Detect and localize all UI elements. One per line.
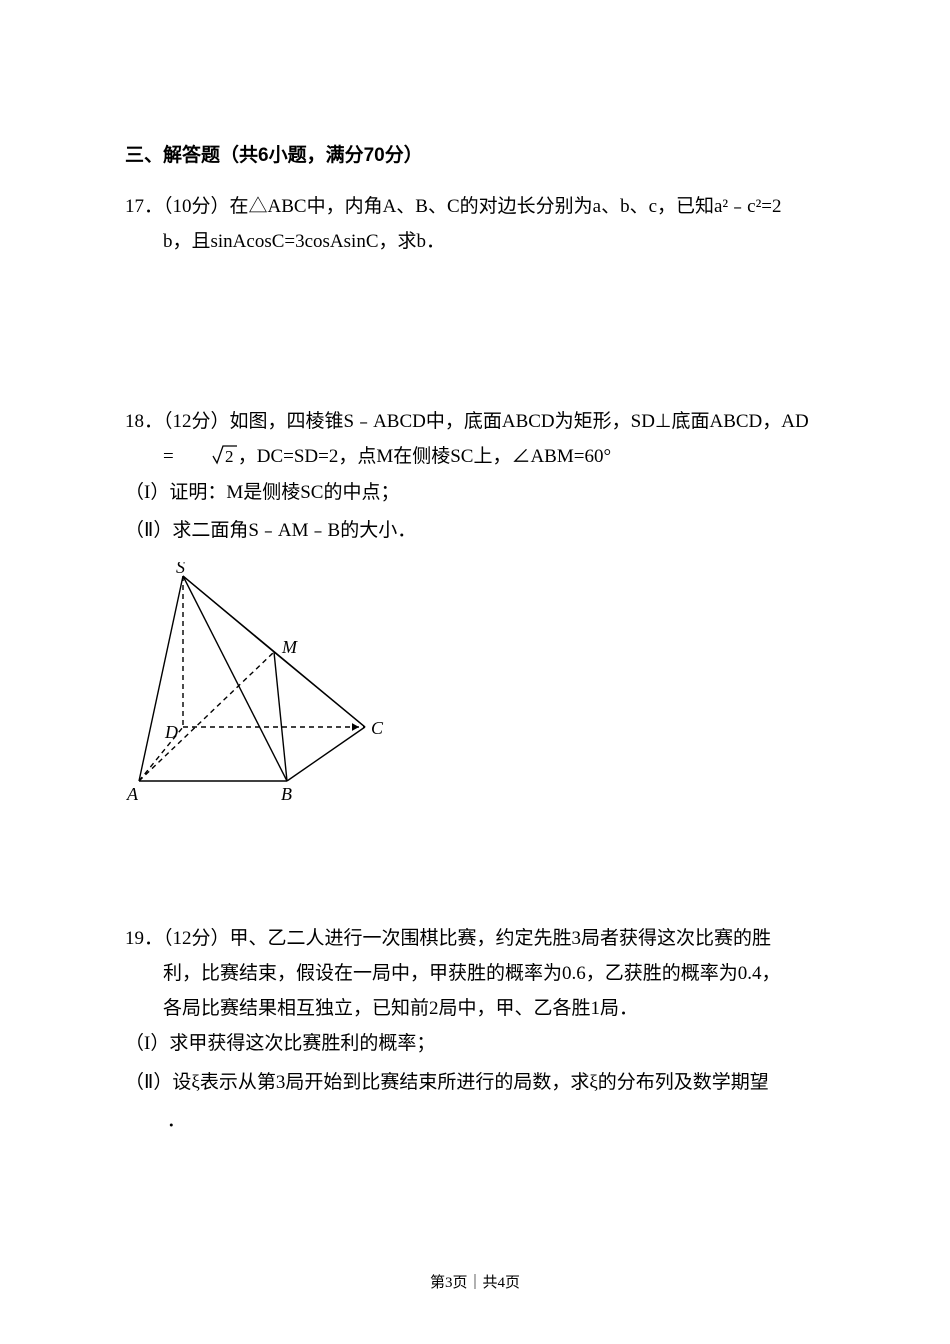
- problem-18-line2-suffix: ，DC=SD=2，点M在侧棱SC上，∠ABM=60°: [238, 446, 611, 467]
- diagram-label-a: A: [126, 784, 139, 804]
- problem-19-part2: （Ⅱ）设ξ表示从第3局开始到比赛结束所进行的局数，求ξ的分布列及数学期望: [125, 1065, 825, 1100]
- diagram-label-c: C: [371, 718, 384, 738]
- problem-19-line3: 各局比赛结果相互独立，已知前2局中，甲、乙各胜1局．: [125, 991, 825, 1026]
- problem-18-line2-prefix: =: [163, 446, 174, 467]
- problem-18-part1: （I）证明：M是侧棱SC的中点；: [125, 475, 825, 510]
- problem-18-part2: （Ⅱ）求二面角S﹣AM﹣B的大小．: [125, 513, 825, 548]
- section-title: 三、解答题（共6小题，满分70分）: [125, 140, 825, 167]
- diagram-label-b: B: [281, 784, 292, 804]
- diagram-label-d: D: [164, 722, 178, 742]
- problem-18-line1: 18．（12分）如图，四棱锥S﹣ABCD中，底面ABCD为矩形，SD⊥底面ABC…: [125, 404, 825, 439]
- pyramid-diagram: A B C D S M: [125, 562, 825, 819]
- problem-19-part2-end: ．: [125, 1103, 825, 1138]
- problem-18: 18．（12分）如图，四棱锥S﹣ABCD中，底面ABCD为矩形，SD⊥底面ABC…: [125, 404, 825, 819]
- problem-19: 19．（12分）甲、乙二人进行一次围棋比赛，约定先胜3局者获得这次比赛的胜 利，…: [125, 921, 825, 1138]
- page-footer: 第3页｜共4页: [0, 1271, 950, 1292]
- problem-19-part1: （I）求甲获得这次比赛胜利的概率；: [125, 1026, 825, 1061]
- pyramid-svg: A B C D S M: [125, 562, 387, 807]
- problem-17: 17．（10分）在△ABC中，内角A、B、C的对边长分别为a、b、c，已知a²﹣…: [125, 189, 825, 259]
- problem-19-line1: 19．（12分）甲、乙二人进行一次围棋比赛，约定先胜3局者获得这次比赛的胜: [125, 921, 825, 956]
- diagram-label-s: S: [176, 562, 185, 577]
- problem-17-line1: 17．（10分）在△ABC中，内角A、B、C的对边长分别为a、b、c，已知a²﹣…: [125, 189, 825, 224]
- problem-18-line2: = 2，DC=SD=2，点M在侧棱SC上，∠ABM=60°: [125, 439, 825, 474]
- problem-19-line2: 利，比赛结束，假设在一局中，甲获胜的概率为0.6，乙获胜的概率为0.4，: [125, 956, 825, 991]
- sqrt-value: 2: [225, 447, 234, 465]
- sqrt-symbol: 2: [174, 439, 238, 474]
- diagram-label-m: M: [281, 637, 298, 657]
- problem-17-line2: b，且sinAcosC=3cosAsinC，求b．: [125, 224, 825, 259]
